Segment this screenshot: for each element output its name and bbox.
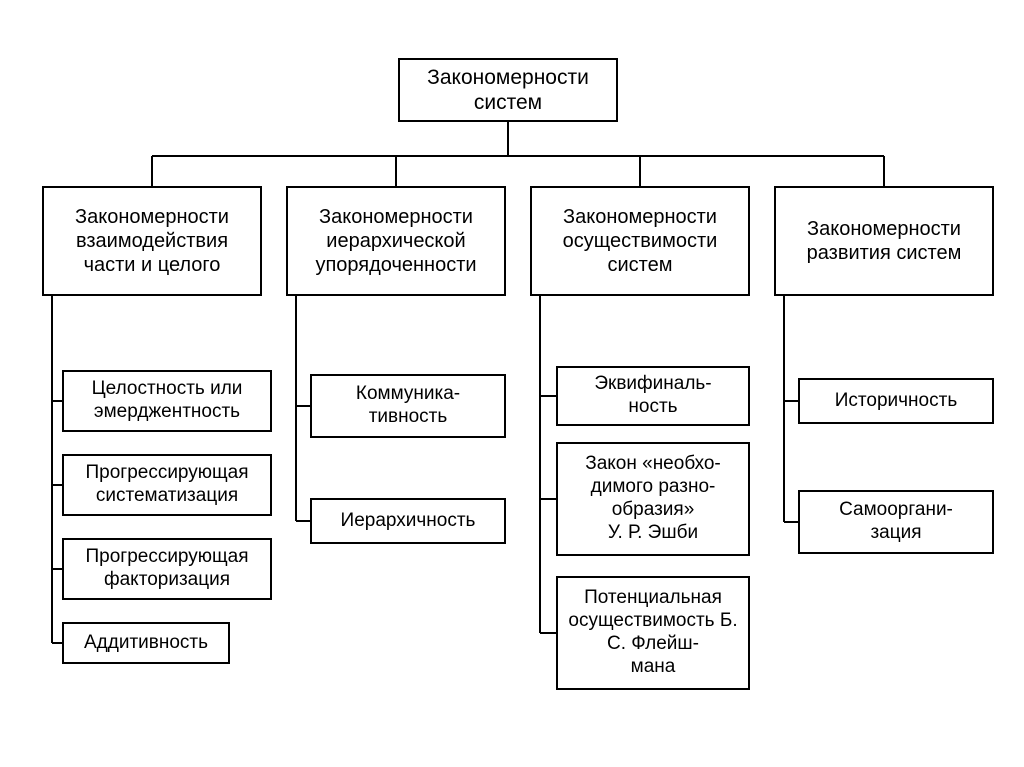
- node-cat1-label: Закономерности взаимодействия части и це…: [52, 205, 252, 277]
- node-c1a: Целостность или эмерджентность: [62, 370, 272, 432]
- node-c3b: Закон «необхо- димого разно- образия» У.…: [556, 442, 750, 556]
- node-cat2: Закономерности иерархической упорядоченн…: [286, 186, 506, 296]
- node-c4a: Историчность: [798, 378, 994, 424]
- node-c4b-label: Самооргани- зация: [808, 499, 984, 545]
- node-root-label: Закономерности систем: [408, 65, 608, 115]
- node-c1b: Прогрессирующая систематизация: [62, 454, 272, 516]
- node-c1a-label: Целостность или эмерджентность: [72, 378, 262, 424]
- node-cat2-label: Закономерности иерархической упорядоченн…: [296, 205, 496, 277]
- node-c2b: Иерархичность: [310, 498, 506, 544]
- node-c3c-label: Потенциальная осуществимость Б. С. Флейш…: [566, 587, 740, 678]
- node-c3a-label: Эквифиналь- ность: [566, 373, 740, 419]
- node-c1c: Прогрессирующая факторизация: [62, 538, 272, 600]
- node-c1c-label: Прогрессирующая факторизация: [72, 546, 262, 592]
- node-c3a: Эквифиналь- ность: [556, 366, 750, 426]
- node-c4b: Самооргани- зация: [798, 490, 994, 554]
- node-c2b-label: Иерархичность: [320, 510, 496, 533]
- node-c3c: Потенциальная осуществимость Б. С. Флейш…: [556, 576, 750, 690]
- node-c1b-label: Прогрессирующая систематизация: [72, 462, 262, 508]
- node-cat4: Закономерности развития систем: [774, 186, 994, 296]
- node-c3b-label: Закон «необхо- димого разно- образия» У.…: [566, 453, 740, 544]
- node-c4a-label: Историчность: [808, 390, 984, 413]
- node-cat3-label: Закономерности осуществимости систем: [540, 205, 740, 277]
- node-c2a-label: Коммуника- тивность: [320, 383, 496, 429]
- node-c1d: Аддитивность: [62, 622, 230, 664]
- node-cat4-label: Закономерности развития систем: [784, 217, 984, 265]
- diagram-canvas: Закономерности систем Закономерности вза…: [0, 0, 1024, 767]
- node-root: Закономерности систем: [398, 58, 618, 122]
- node-cat3: Закономерности осуществимости систем: [530, 186, 750, 296]
- node-c2a: Коммуника- тивность: [310, 374, 506, 438]
- node-c1d-label: Аддитивность: [72, 632, 220, 655]
- node-cat1: Закономерности взаимодействия части и це…: [42, 186, 262, 296]
